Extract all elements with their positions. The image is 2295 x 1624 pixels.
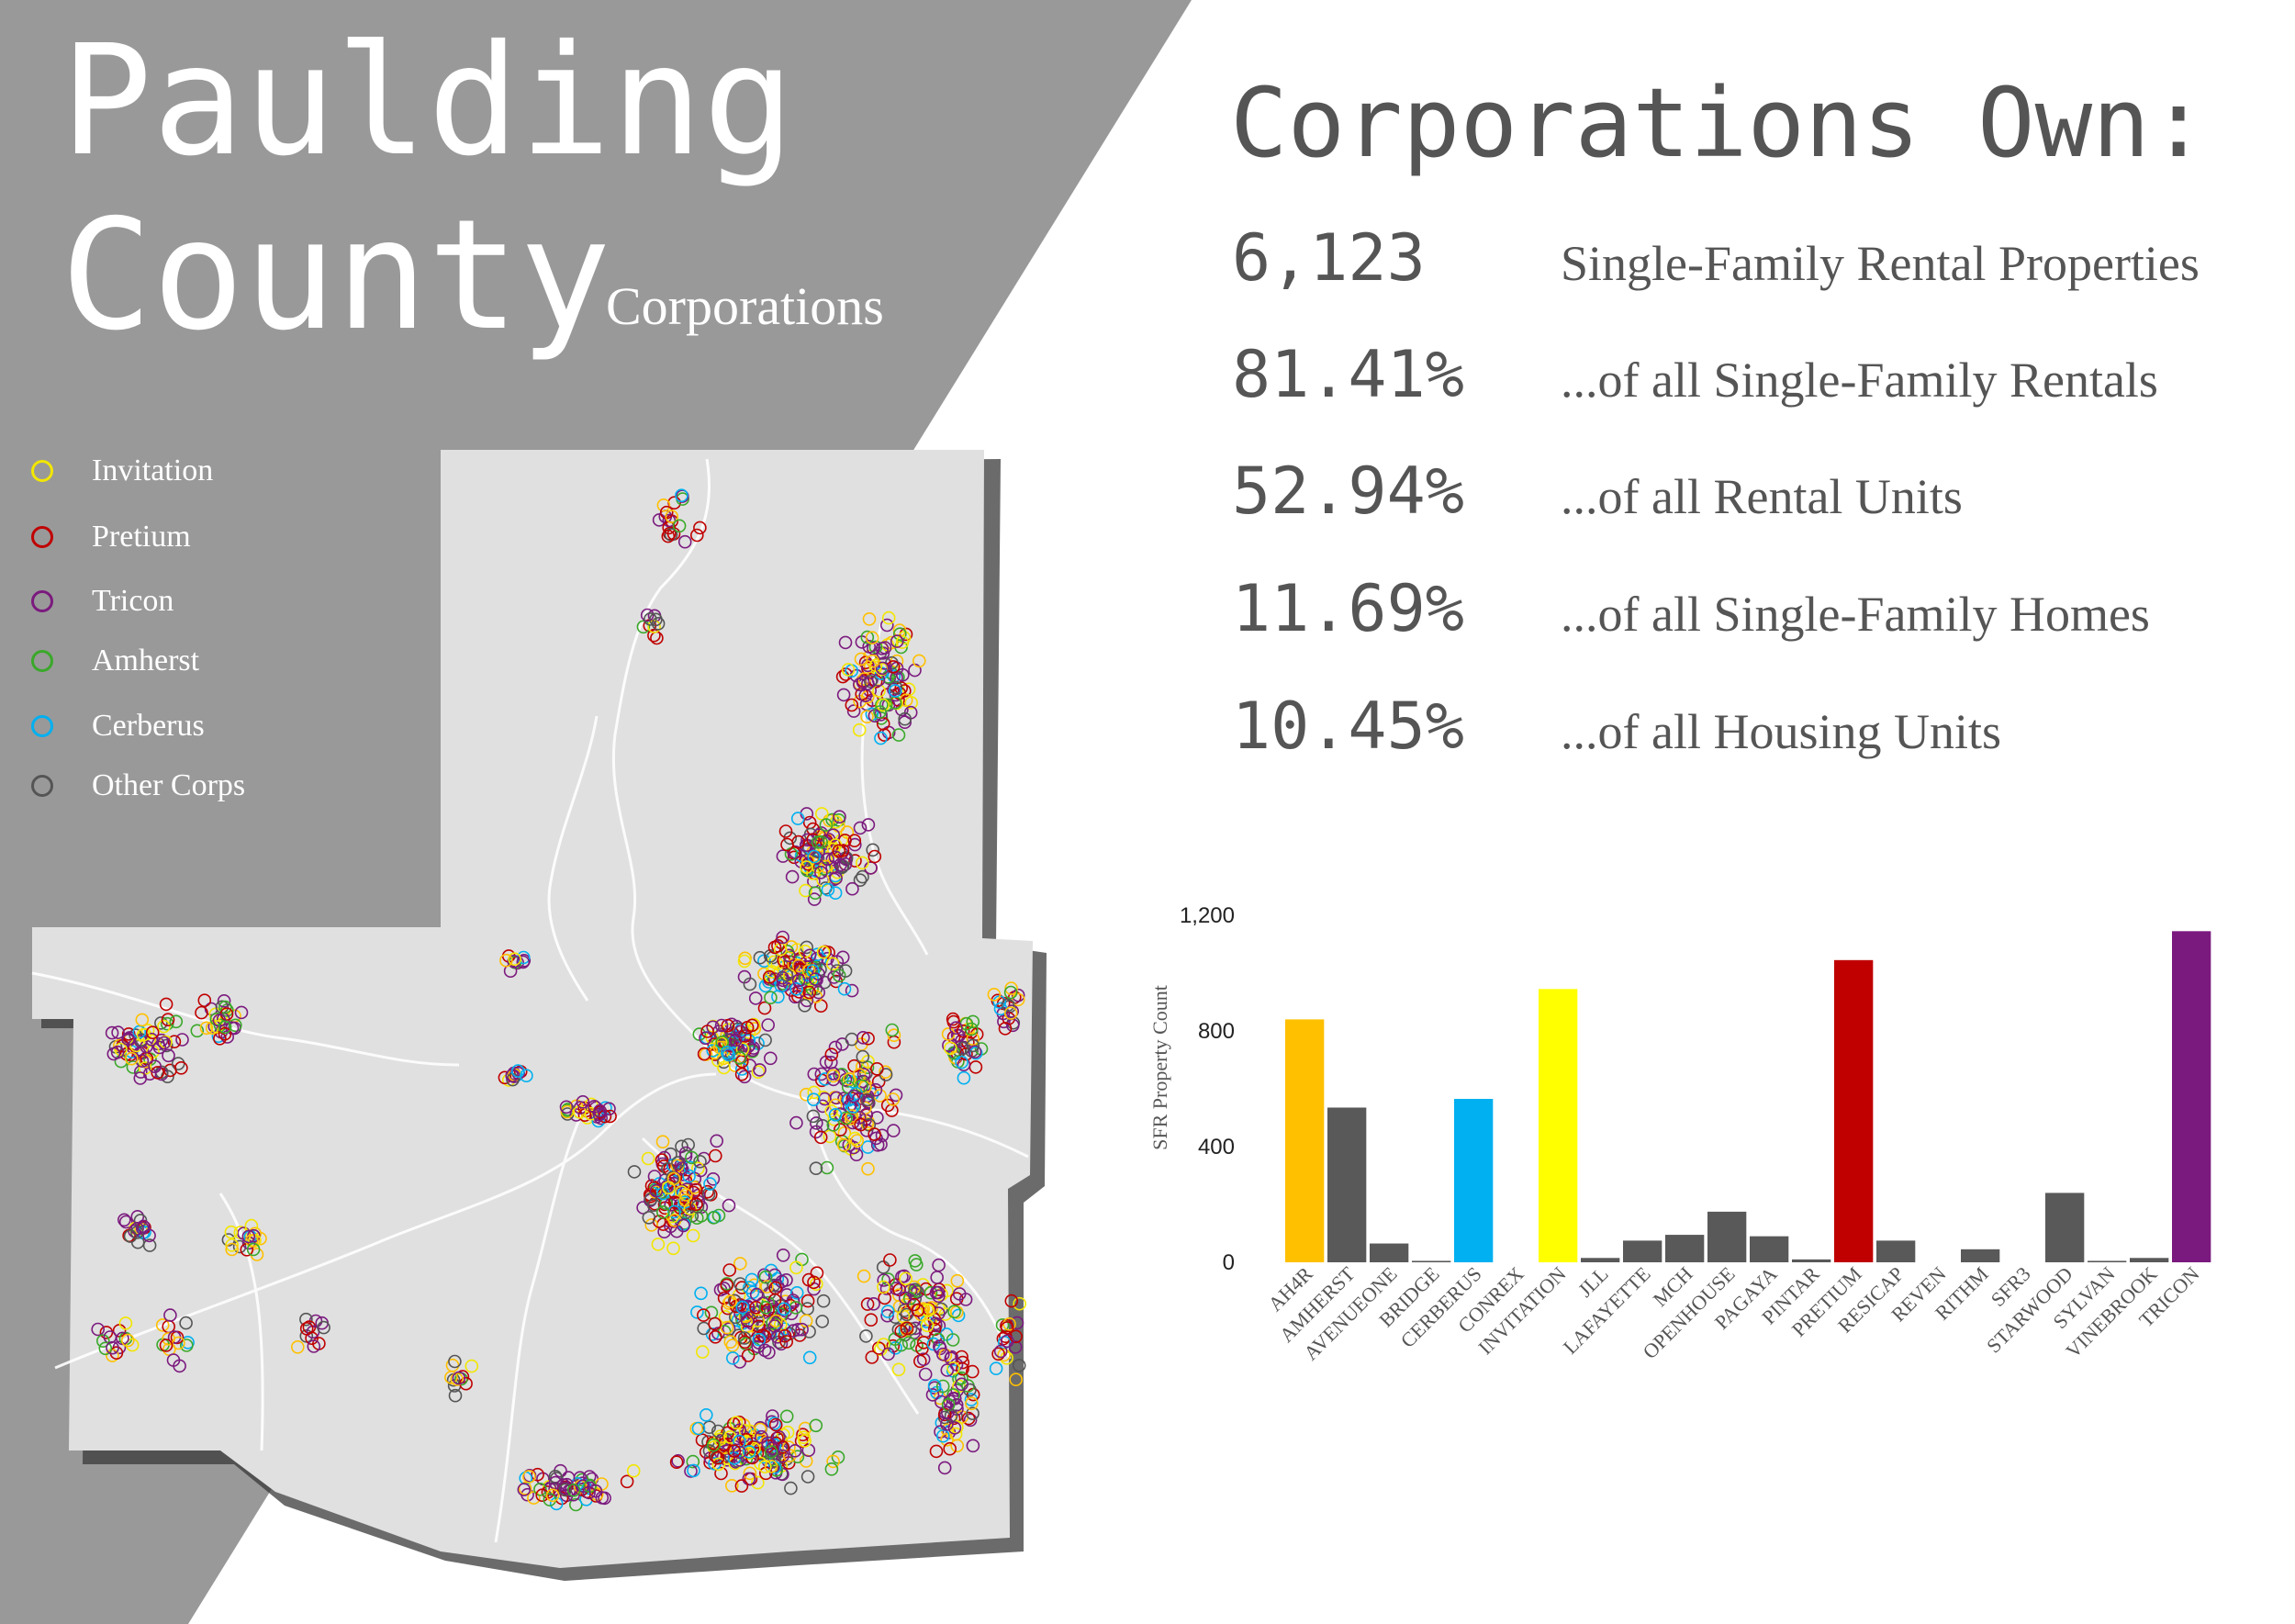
circle-outline-icon <box>31 590 53 612</box>
circle-outline-icon <box>31 775 53 797</box>
y-tick-label: 1,200 <box>1180 903 1235 928</box>
legend-item-tricon: Tricon <box>31 583 174 620</box>
bar-ah4r <box>1285 1019 1325 1262</box>
stat-value: 52.94% <box>1232 454 1464 529</box>
stat-value: 6,123 <box>1232 220 1426 296</box>
x-axis-ticks: AH4RAMHERSTAVENUEONEBRIDGECERBERUSCONREX… <box>1263 1261 2203 1364</box>
stat-value: 11.69% <box>1232 571 1464 646</box>
legend-label: Other Corps <box>92 768 246 802</box>
y-tick-label: 0 <box>1223 1250 1235 1275</box>
legend-item-amherst: Amherst <box>31 643 199 679</box>
y-tick-label: 800 <box>1198 1019 1235 1044</box>
stat-value: 10.45% <box>1232 689 1464 764</box>
bar-vinebrook <box>2130 1258 2169 1262</box>
bar-pagaya <box>1750 1236 1789 1262</box>
legend-label: Tricon <box>92 584 174 618</box>
bar-series <box>1285 931 2211 1262</box>
legend-label: Amherst <box>92 644 200 678</box>
bar-pretium <box>1834 959 1874 1262</box>
stat-label: ...of all Rental Units <box>1561 469 1963 524</box>
bar-invitation <box>1539 989 1578 1262</box>
bar-pintar <box>1792 1259 1831 1262</box>
page-title-line-1: Paulding <box>61 13 795 190</box>
circle-outline-icon <box>31 460 53 482</box>
stat-label: ...of all Housing Units <box>1561 704 2001 759</box>
bar-avenueone <box>1370 1243 1409 1262</box>
circle-outline-icon <box>31 650 53 672</box>
legend-label: Cerberus <box>92 709 205 743</box>
page-subtitle: Corporations <box>606 276 884 336</box>
bar-tricon <box>2172 931 2211 1262</box>
bar-openhouse <box>1707 1211 1747 1262</box>
bar-starwood <box>2045 1193 2085 1262</box>
stat-value: 81.41% <box>1232 337 1464 412</box>
legend-item-pretium: Pretium <box>31 519 191 555</box>
legend-label: Pretium <box>92 520 191 554</box>
bar-jll <box>1581 1258 1620 1262</box>
bar-bridge <box>1412 1260 1451 1262</box>
stat-label: ...of all Single-Family Homes <box>1561 587 2150 642</box>
county-map <box>31 450 1047 1581</box>
y-axis-title: SFR Property Count <box>1148 985 1171 1150</box>
bar-amherst <box>1327 1107 1367 1262</box>
page-title-line-2: County <box>61 187 611 364</box>
stats-heading: Corporations Own: <box>1230 67 2208 179</box>
bar-lafayette <box>1623 1240 1662 1262</box>
legend-label: Invitation <box>92 454 214 487</box>
stat-label: Single-Family Rental Properties <box>1561 236 2200 291</box>
bar-mch <box>1665 1235 1705 1262</box>
y-axis-ticks: 0 400 800 1,200 <box>1180 903 1235 1275</box>
bar-cerberus <box>1454 1099 1494 1262</box>
property-dots <box>91 488 1026 1512</box>
legend-item-cerberus: Cerberus <box>31 708 205 745</box>
circle-outline-icon <box>31 715 53 737</box>
y-tick-label: 400 <box>1198 1135 1235 1159</box>
bar-sylvan <box>2088 1260 2127 1262</box>
stat-label: ...of all Single-Family Rentals <box>1561 353 2158 408</box>
circle-outline-icon <box>31 526 53 548</box>
legend-item-invitation: Invitation <box>31 453 213 489</box>
legend-item-other-corps: Other Corps <box>31 767 245 804</box>
bar-rithm <box>1961 1249 2000 1262</box>
bar-resicap <box>1876 1240 1916 1262</box>
sfr-bar-chart: SFR Property Count 0 400 800 1,200 AH4RAMHE… <box>1148 903 2211 1364</box>
